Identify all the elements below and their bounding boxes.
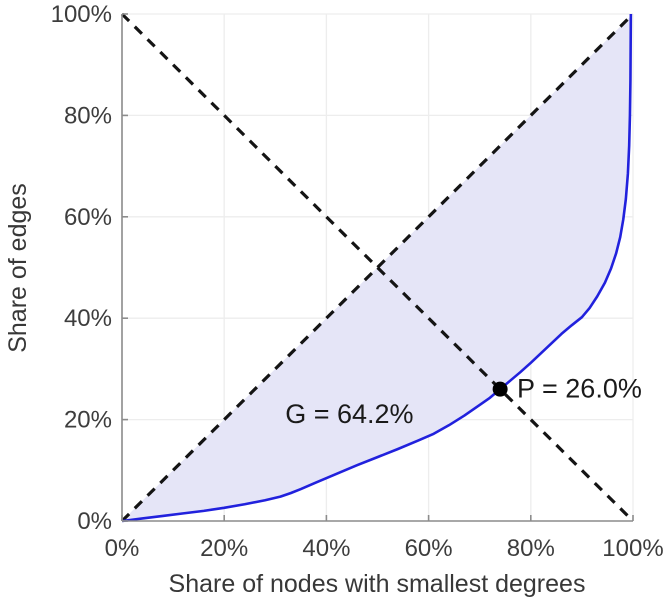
p-point-marker	[492, 381, 508, 397]
x-tick-label: 40%	[302, 535, 350, 562]
y-tick-label: 0%	[77, 508, 112, 535]
tick-labels-layer: 0% 20% 40% 60% 80% 100% 0% 20% 40% 60% 80% 100%	[51, 1, 664, 562]
y-tick-label: 60%	[64, 204, 112, 231]
series-layer	[120, 12, 635, 523]
anti-diagonal	[120, 12, 635, 523]
x-tick-label: 100%	[602, 535, 663, 562]
x-tick-label: 20%	[200, 535, 248, 562]
gini-area-layer	[122, 14, 633, 521]
y-tick-label: 20%	[64, 407, 112, 434]
x-tick-label: 0%	[105, 535, 140, 562]
y-tick-label: 80%	[64, 102, 112, 129]
gini-annotation: G = 64.2%	[285, 399, 413, 429]
y-tick-label: 40%	[64, 305, 112, 332]
y-axis-title: Share of edges	[4, 183, 32, 353]
x-tick-label: 60%	[405, 535, 453, 562]
x-tick-label: 80%	[507, 535, 555, 562]
axes-layer	[121, 13, 634, 522]
y-tick-label: 100%	[51, 1, 112, 28]
gini-area-fill	[122, 14, 633, 521]
x-axis-title: Share of nodes with smallest degrees	[169, 570, 586, 598]
p-annotation: P = 26.0%	[517, 373, 642, 403]
equality-diagonal	[120, 12, 635, 523]
